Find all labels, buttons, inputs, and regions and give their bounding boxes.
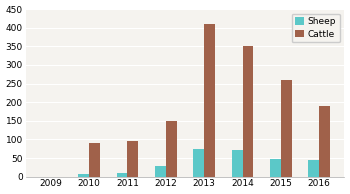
- Bar: [308, 159, 319, 177]
- Bar: [243, 46, 253, 177]
- Bar: [166, 121, 177, 177]
- Bar: [89, 143, 100, 177]
- Bar: [155, 166, 166, 177]
- Bar: [232, 150, 243, 177]
- Bar: [117, 173, 127, 177]
- Bar: [281, 80, 292, 177]
- Bar: [127, 141, 138, 177]
- Bar: [78, 174, 89, 177]
- Bar: [204, 24, 215, 177]
- Bar: [319, 106, 330, 177]
- Bar: [194, 149, 204, 177]
- Bar: [270, 159, 281, 177]
- Legend: Sheep, Cattle: Sheep, Cattle: [292, 14, 340, 42]
